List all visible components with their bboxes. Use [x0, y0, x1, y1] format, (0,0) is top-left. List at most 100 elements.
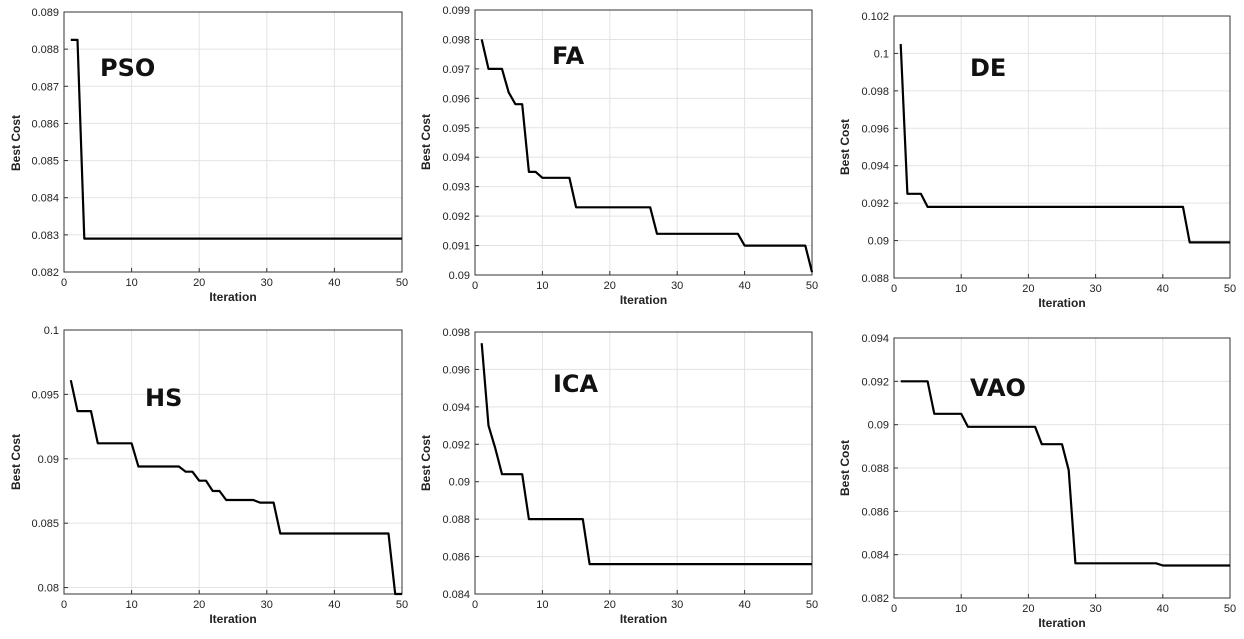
x-tick-label: 20: [1022, 283, 1034, 295]
axes-box: [893, 15, 1231, 279]
y-tick-label: 0.09: [868, 420, 889, 432]
x-tick-label: 50: [1224, 603, 1236, 615]
y-tick-label: 0.088: [31, 44, 59, 56]
y-tick-label: 0.095: [442, 123, 470, 135]
x-tick-label: 20: [193, 277, 205, 289]
y-tick-label: 0.082: [31, 267, 59, 279]
algorithm-annotation: DE: [970, 54, 1006, 82]
convergence-line: [70, 38, 402, 240]
y-tick-label: 0.092: [861, 376, 889, 388]
y-tick-label: 0.083: [31, 230, 59, 242]
y-axis-label: Best Cost: [9, 434, 23, 490]
convergence-line: [69, 379, 402, 596]
y-tick-label: 0.08: [38, 583, 59, 595]
y-tick-label: 0.084: [861, 550, 889, 562]
y-tick-label: 0.098: [861, 86, 889, 98]
chart-panel-pso: 0 10 20 30 40 50 0.082 0.083 0.084 0.085 0.086 0.08…: [9, 7, 408, 304]
y-tick-label: 0.096: [442, 364, 470, 376]
plot-area: [894, 16, 1230, 278]
y-tick-label: 0.096: [861, 123, 889, 135]
x-tick-label: 0: [472, 599, 478, 611]
x-tick-label: 10: [536, 599, 548, 611]
x-tick-label: 40: [738, 599, 750, 611]
convergence-line: [899, 44, 1230, 244]
x-tick-label: 30: [261, 599, 273, 611]
y-tick-label: 0.086: [861, 506, 889, 518]
y-tick-label: 0.097: [442, 64, 470, 76]
y-tick-label: 0.09: [449, 270, 470, 282]
chart-panel-ica: 0 10 20 30 40 50 0.084 0.086 0.088 0.09 0.092 0.094…: [419, 327, 818, 626]
y-tick-label: 0.087: [31, 81, 59, 93]
y-tick-label: 0.084: [442, 589, 470, 601]
x-tick-label: 0: [472, 280, 478, 292]
x-tick-label: 10: [125, 277, 137, 289]
plot-area: [64, 12, 402, 272]
x-tick-label: 40: [1157, 603, 1169, 615]
y-tick-label: 0.092: [442, 211, 470, 223]
y-tick-label: 0.084: [31, 193, 59, 205]
y-tick-label: 0.094: [861, 333, 889, 345]
axes-box: [474, 331, 813, 595]
y-axis-label: Best Cost: [9, 115, 23, 171]
x-tick-label: 50: [396, 277, 408, 289]
y-tick-label: 0.09: [38, 454, 59, 466]
y-tick-label: 0.082: [861, 593, 889, 605]
x-tick-label: 40: [328, 599, 340, 611]
y-tick-label: 0.093: [442, 182, 470, 194]
y-tick-label: 0.092: [442, 439, 470, 451]
x-tick-label: 10: [536, 280, 548, 292]
y-tick-label: 0.088: [861, 273, 889, 285]
y-tick-label: 0.096: [442, 93, 470, 105]
x-tick-label: 50: [806, 280, 818, 292]
axes-box: [474, 9, 813, 276]
y-tick-label: 0.1: [44, 325, 59, 337]
convergence-line: [480, 39, 814, 273]
y-tick-label: 0.1: [874, 48, 889, 60]
y-axis-label: Best Cost: [419, 435, 433, 491]
plot-area: [475, 10, 812, 275]
y-axis-label: Best Cost: [419, 114, 433, 170]
y-tick-label: 0.088: [442, 514, 470, 526]
x-axis-label: Iteration: [620, 293, 667, 307]
y-tick-label: 0.092: [861, 198, 889, 210]
x-tick-label: 50: [396, 599, 408, 611]
x-tick-label: 0: [61, 277, 67, 289]
x-tick-label: 30: [671, 599, 683, 611]
y-tick-label: 0.086: [442, 552, 470, 564]
y-axis-label: Best Cost: [838, 119, 852, 175]
x-tick-label: 10: [125, 599, 137, 611]
x-axis-label: Iteration: [1038, 616, 1085, 630]
x-tick-label: 20: [1022, 603, 1034, 615]
x-axis-label: Iteration: [209, 290, 256, 304]
y-tick-label: 0.09: [868, 236, 889, 248]
y-tick-label: 0.098: [442, 34, 470, 46]
y-tick-label: 0.086: [31, 118, 59, 130]
plot-area: [475, 332, 812, 594]
chart-panel-vao: 0 10 20 30 40 50 0.082 0.084 0.086 0.088 0.09 0.092…: [838, 333, 1236, 630]
x-tick-label: 40: [1157, 283, 1169, 295]
y-tick-label: 0.09: [449, 477, 470, 489]
y-tick-label: 0.095: [31, 389, 59, 401]
y-tick-label: 0.094: [861, 161, 889, 173]
algorithm-annotation: HS: [145, 384, 182, 412]
y-tick-label: 0.085: [31, 156, 59, 168]
x-tick-label: 10: [955, 283, 967, 295]
y-tick-label: 0.099: [442, 5, 470, 17]
x-tick-label: 30: [261, 277, 273, 289]
convergence-line: [900, 380, 1230, 567]
y-tick-label: 0.094: [442, 152, 470, 164]
x-tick-label: 40: [328, 277, 340, 289]
y-tick-label: 0.085: [31, 518, 59, 530]
algorithm-annotation: ICA: [553, 370, 599, 398]
y-tick-label: 0.088: [861, 463, 889, 475]
x-tick-label: 20: [604, 599, 616, 611]
y-tick-label: 0.089: [31, 7, 59, 19]
x-tick-label: 50: [806, 599, 818, 611]
y-tick-label: 0.094: [442, 402, 470, 414]
chart-panel-hs: 0 10 20 30 40 50 0.08 0.085 0.09 0.095 0.1 Iteratio…: [9, 325, 408, 626]
x-axis-label: Iteration: [209, 612, 256, 626]
x-tick-label: 30: [1089, 283, 1101, 295]
algorithm-annotation: VAO: [970, 374, 1026, 402]
